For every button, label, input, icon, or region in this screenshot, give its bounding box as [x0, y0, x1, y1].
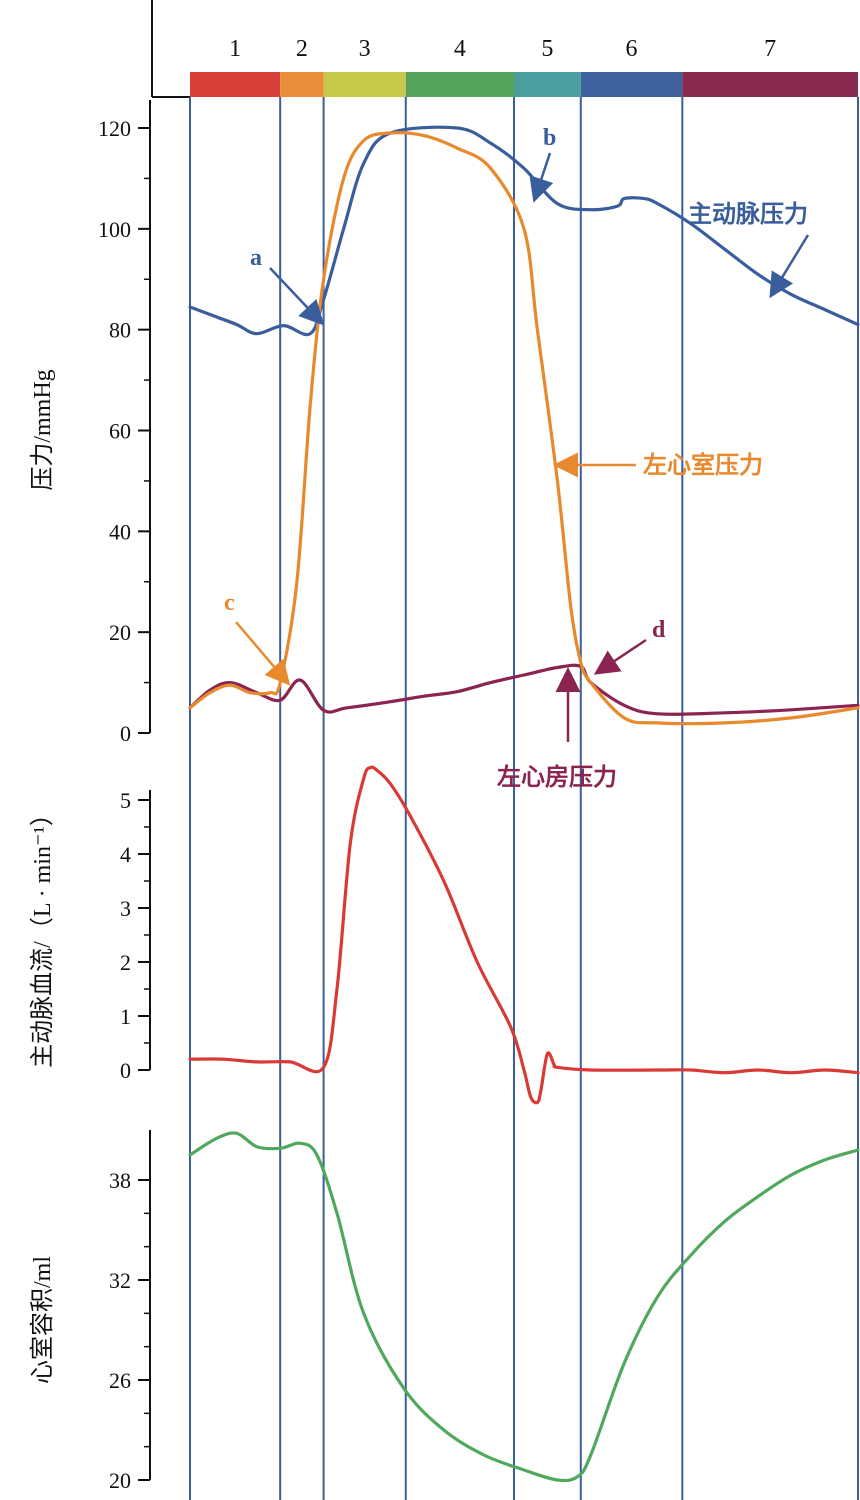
volume-axis-title: 心室容积/ml	[29, 1256, 56, 1384]
y-tick-label: 26	[109, 1368, 131, 1393]
phase-label-5: 5	[541, 36, 553, 62]
phase-segment-6	[580, 72, 683, 97]
y-tick-label: 20	[109, 1468, 131, 1493]
annotation-a-arrow	[269, 267, 325, 326]
y-tick-label: 20	[109, 620, 131, 645]
phase-segment-3	[323, 72, 406, 97]
lv-pressure-line	[188, 131, 860, 726]
flow-axis-title: 主动脉血流/（L · min⁻¹）	[29, 802, 56, 1068]
y-tick-label: 0	[120, 1058, 131, 1083]
phase-segment-1	[190, 72, 281, 97]
annotation-c-label: c	[224, 590, 235, 616]
phase-label-4: 4	[454, 36, 466, 62]
y-tick-label: 3	[120, 896, 131, 921]
y-tick-label: 4	[120, 842, 131, 867]
y-tick-label: 32	[109, 1268, 131, 1293]
annotation-d-arrow	[593, 638, 647, 675]
aortic-flow-line	[188, 765, 860, 1105]
series-layer	[188, 125, 860, 1483]
phase-label-7: 7	[764, 36, 776, 62]
axes: 0 20 40 60 80 100 120 0 1 2 3 4 5 20 26 32 38	[98, 100, 151, 1493]
phase-label-6: 6	[626, 36, 638, 62]
lv-pressure-label: 左心室压力	[643, 451, 763, 479]
annotation-a-label: a	[250, 245, 262, 271]
y-tick-label: 2	[120, 950, 131, 975]
phase-label-1: 1	[229, 36, 241, 62]
phase-segment-5	[513, 72, 581, 97]
phase-labels: 1 2 3 4 5 6 7	[229, 36, 776, 62]
phase-bar	[190, 72, 858, 97]
y-tick-label: 5	[120, 788, 131, 813]
phase-boundary-lines	[189, 97, 859, 1500]
ventricular-volume-line	[188, 1131, 860, 1483]
y-tick-label: 120	[98, 116, 131, 141]
y-tick-label: 80	[109, 318, 131, 343]
left-atrial-pressure-line	[188, 663, 860, 716]
pressure-axis-title: 压力/mmHg	[29, 369, 56, 490]
y-tick-label: 40	[109, 519, 131, 544]
annotation-b-arrow	[529, 152, 554, 203]
aortic-pressure-line	[188, 125, 860, 337]
y-tick-label: 60	[109, 419, 131, 444]
phase-label-2: 2	[296, 36, 308, 62]
phase-segment-4	[405, 72, 514, 97]
phase-segment-2	[280, 72, 324, 97]
aortic-pressure-label: 主动脉压力	[688, 201, 808, 228]
y-tick-label: 0	[120, 721, 131, 746]
phase-segment-7	[682, 72, 858, 97]
annotation-c-arrow	[235, 621, 291, 686]
y-tick-label: 38	[109, 1168, 131, 1193]
annotation-d-label: d	[652, 617, 666, 643]
phase-label-3: 3	[359, 36, 371, 62]
la-pressure-label: 左心房压力	[497, 763, 617, 791]
y-tick-label: 1	[120, 1004, 131, 1029]
annotation-b-label: b	[543, 125, 556, 151]
y-tick-label: 100	[98, 217, 131, 242]
aortic-pressure-arrow	[769, 234, 810, 299]
